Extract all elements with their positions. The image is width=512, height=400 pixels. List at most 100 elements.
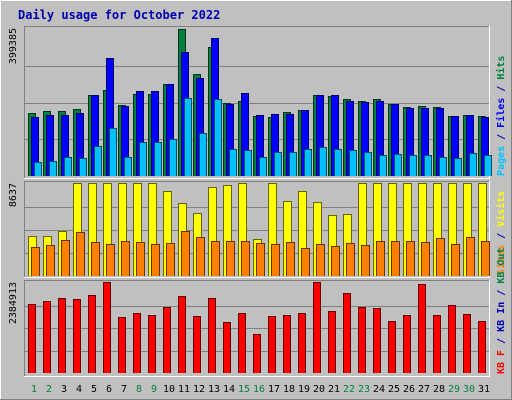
- bar: [259, 157, 267, 176]
- bar: [88, 295, 96, 373]
- day-label: 28: [433, 384, 445, 395]
- day-label: 2: [46, 384, 52, 395]
- bar: [286, 242, 295, 276]
- bar-fill: [391, 241, 400, 276]
- series-pages: [34, 98, 492, 176]
- bar-fill: [418, 183, 427, 276]
- bar-fill: [274, 152, 282, 176]
- bar-fill: [331, 246, 340, 276]
- legend-entry: Sites: [495, 245, 507, 275]
- day-label: 22: [343, 384, 355, 395]
- bar-fill: [199, 133, 207, 176]
- bar-fill: [256, 243, 265, 276]
- bar-fill: [106, 58, 114, 176]
- bar-fill: [391, 104, 399, 176]
- bar-fill: [376, 241, 385, 276]
- bar: [271, 244, 280, 276]
- legend-entry: Files: [495, 98, 507, 128]
- day-label: 5: [91, 384, 97, 395]
- bar-fill: [286, 242, 295, 276]
- bar: [178, 296, 186, 373]
- bar: [136, 242, 145, 276]
- bar: [154, 142, 162, 176]
- bar-fill: [298, 313, 306, 373]
- bar-fill: [241, 93, 249, 176]
- bar-fill: [73, 183, 82, 276]
- bar-fill: [436, 108, 444, 176]
- bar-fill: [451, 116, 459, 176]
- bar: [361, 245, 370, 276]
- bar-fill: [214, 99, 222, 176]
- legend-entry: /: [496, 128, 507, 146]
- bar-fill: [136, 242, 145, 276]
- bar: [196, 237, 205, 276]
- bar-fill: [328, 311, 336, 373]
- bar-fill: [454, 158, 462, 176]
- bar: [328, 311, 336, 373]
- bar-fill: [376, 101, 384, 176]
- day-label: 12: [193, 384, 205, 395]
- bar: [373, 308, 381, 373]
- bar: [463, 314, 471, 373]
- bar-fill: [241, 241, 250, 276]
- bar-fill: [466, 115, 474, 176]
- bar-fill: [388, 321, 396, 373]
- bar-fill: [226, 241, 235, 276]
- bar-fill: [193, 316, 201, 373]
- bar: [256, 243, 265, 276]
- bar: [406, 241, 415, 276]
- bar-fill: [79, 158, 87, 176]
- y-max-label: 2384913: [8, 282, 19, 324]
- bar: [478, 321, 486, 373]
- day-label: 29: [448, 384, 460, 395]
- bar-fill: [316, 244, 325, 276]
- bar: [199, 133, 207, 176]
- bar-fill: [271, 244, 280, 276]
- bar-fill: [343, 293, 351, 373]
- bar-fill: [436, 238, 445, 276]
- bar-fill: [433, 183, 442, 276]
- bar: [379, 155, 387, 176]
- bar-fill: [361, 102, 369, 176]
- bar-fill: [61, 240, 70, 276]
- bar: [301, 248, 310, 276]
- bar: [106, 244, 115, 276]
- legend-visits-sites: Sites / Visits: [495, 191, 507, 275]
- bar: [394, 154, 402, 176]
- bar-fill: [91, 242, 100, 276]
- day-label: 18: [283, 384, 295, 395]
- day-label: 30: [463, 384, 475, 395]
- bar: [61, 240, 70, 276]
- bar: [289, 152, 297, 176]
- bar-fill: [283, 201, 292, 276]
- bar: [226, 241, 235, 276]
- legend-entry: KB F: [496, 350, 507, 374]
- bar: [184, 98, 192, 176]
- x-axis-day-labels: 1 2 3 4 5 6 7 8 9 10 11 12 13 14 15 16 17 18 19 20 21 22 23 24 2…: [31, 384, 490, 395]
- bar-fill: [148, 183, 157, 276]
- bar: [94, 146, 102, 176]
- bar-fill: [484, 155, 492, 176]
- bar-fill: [424, 155, 432, 176]
- bar-fill: [91, 95, 99, 176]
- bar-fill: [448, 183, 457, 276]
- bar: [403, 315, 411, 373]
- bar: [391, 241, 400, 276]
- bar-fill: [319, 147, 327, 176]
- bar: [76, 232, 85, 276]
- bar: [421, 242, 430, 276]
- bar: [193, 316, 201, 373]
- bar-fill: [151, 91, 159, 176]
- bar-fill: [154, 142, 162, 176]
- legend-entry: Hits: [495, 56, 507, 80]
- bar: [448, 305, 456, 373]
- bar: [181, 231, 190, 276]
- bar-fill: [223, 185, 232, 276]
- bar-fill: [259, 157, 267, 176]
- bar-fill: [211, 241, 220, 276]
- bar-fill: [118, 317, 126, 373]
- bar-fill: [166, 84, 174, 176]
- bar-fill: [244, 150, 252, 176]
- bar-fill: [403, 315, 411, 373]
